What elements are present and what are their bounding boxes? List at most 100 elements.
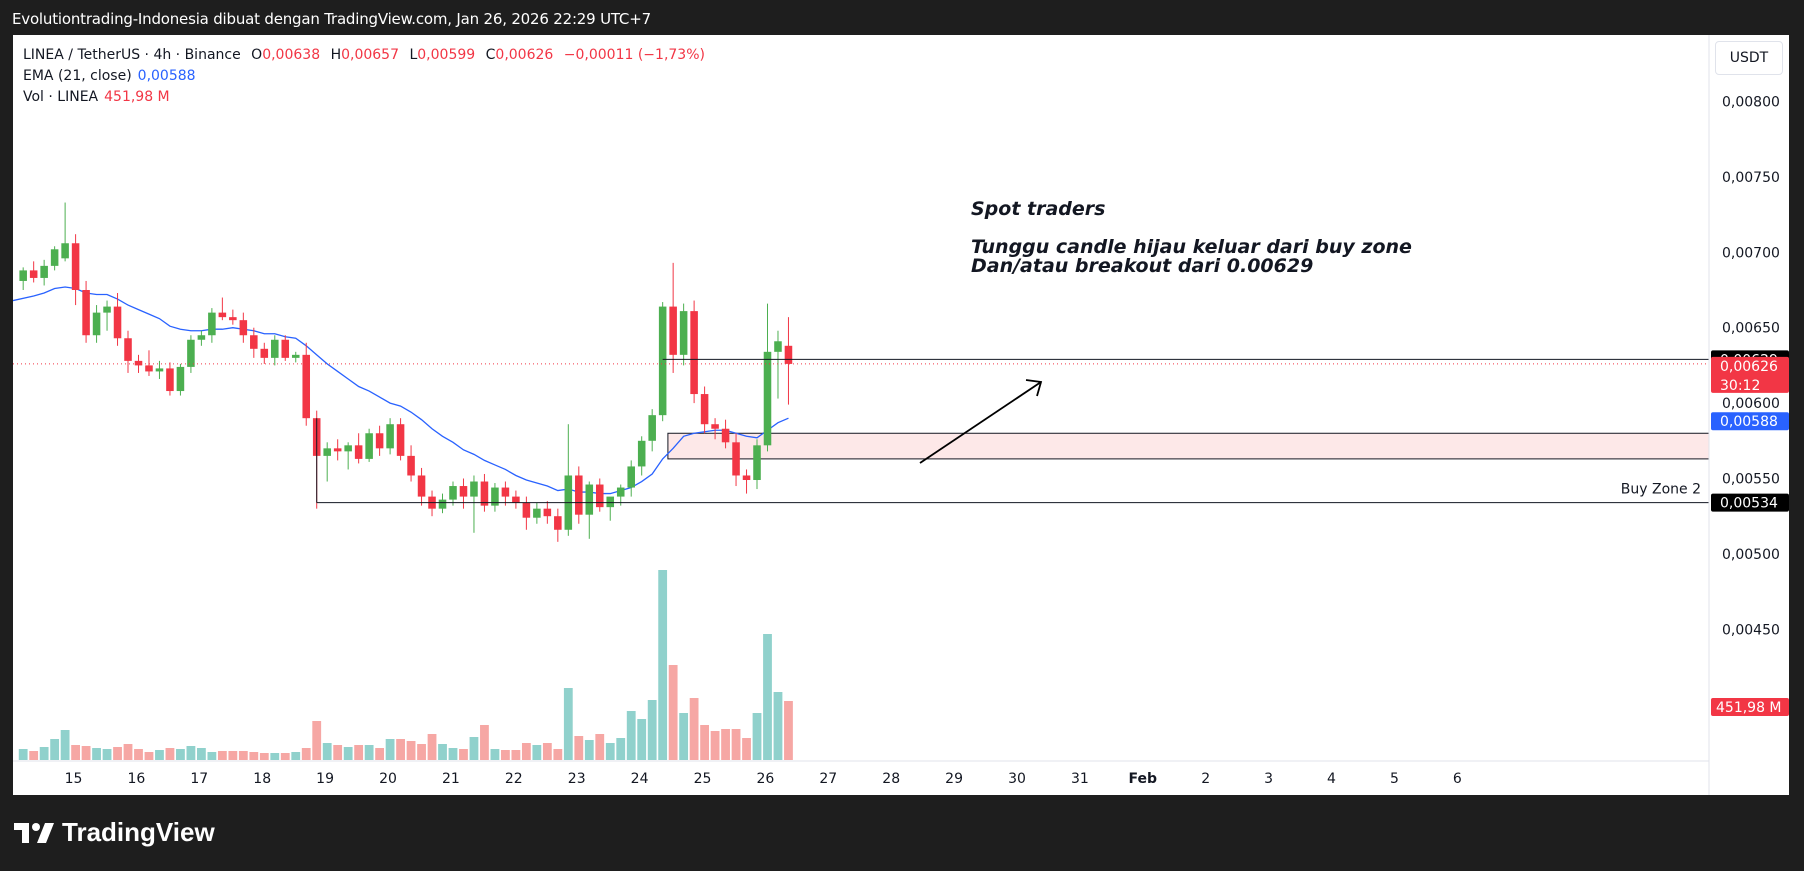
candle-body [774, 341, 782, 352]
candle [323, 442, 331, 482]
legend-symbol[interactable]: LINEA / TetherUS · 4h · Binance [23, 47, 241, 63]
buy-zone-price-tag-text: 0,00534 [1720, 496, 1778, 512]
volume-bar [18, 749, 28, 760]
x-axis-tick-label: 25 [694, 771, 712, 787]
legend-low-value: 0,00599 [417, 47, 476, 63]
candle [365, 428, 373, 462]
legend-close-value: 0,00626 [495, 47, 554, 63]
x-axis-tick-label: 16 [127, 771, 145, 787]
candle-body [302, 354, 311, 419]
candle [585, 481, 594, 539]
candle-body [742, 475, 751, 481]
candle [281, 335, 290, 361]
candle [606, 496, 615, 521]
candle [753, 439, 761, 490]
volume-bar [742, 738, 751, 760]
y-axis-tick-label: 0,00800 [1722, 95, 1780, 111]
tradingview-logo[interactable]: TradingView [14, 817, 215, 848]
legend-high-value: 0,00657 [341, 47, 399, 63]
candle-body [533, 508, 541, 518]
candle-body [522, 502, 531, 518]
candle [134, 354, 143, 373]
volume-bar [50, 739, 60, 760]
candle [533, 502, 541, 524]
volume-bar [301, 748, 311, 760]
candle-body [449, 486, 457, 500]
candle-body [616, 487, 625, 497]
annotation-line-2[interactable]: Dan/atau breakout dari 0.00629 [971, 255, 1314, 277]
annotation-line-1[interactable]: Tunggu candle hijau keluar dari buy zone [971, 236, 1412, 258]
candle [480, 473, 489, 512]
candle [438, 493, 447, 514]
volume-price-tag-bg [1711, 698, 1789, 716]
candle-body [103, 306, 111, 313]
candle-body [113, 306, 122, 339]
volume-bar [123, 744, 133, 760]
candle-body [271, 339, 279, 358]
candle [166, 362, 174, 396]
volume-bar [417, 744, 426, 760]
candle-body [690, 311, 698, 395]
legend-ema-row[interactable]: EMA (21, close) 0,00588 [23, 66, 705, 87]
candle-body [375, 433, 384, 449]
x-axis-tick-label: 24 [631, 771, 649, 787]
volume-bar [459, 749, 468, 760]
candle [732, 433, 740, 487]
legend-close-label: C [485, 47, 496, 63]
y-axis-tick-label: 0,00500 [1722, 547, 1780, 563]
candle-body [333, 448, 342, 452]
volume-bar [542, 743, 552, 760]
candle [113, 293, 122, 346]
volume-bar [364, 745, 374, 760]
last-price-tag-bg [1711, 356, 1789, 393]
ema-line [13, 286, 789, 495]
volume-bar [752, 713, 762, 760]
volume-bar [71, 745, 80, 760]
candle [145, 350, 153, 376]
candle [155, 360, 164, 379]
candle [344, 442, 352, 470]
candle-body [763, 351, 772, 446]
y-axis-tick-label: 0,00700 [1722, 245, 1780, 261]
x-axis-tick-label: 22 [505, 771, 523, 787]
candle-body [711, 424, 719, 429]
candle [690, 300, 698, 404]
volume-bar [228, 751, 238, 760]
price-chart[interactable]: Buy Zone 2 0,00800 0,00750 0,00700 0,00650 0… [13, 35, 1789, 795]
candle [554, 508, 562, 542]
candle [333, 439, 342, 461]
legend-volume-row[interactable]: Vol · LINEA 451,98 M [23, 87, 705, 108]
candle-body [19, 270, 27, 281]
candle-body [208, 312, 216, 336]
x-axis-tick-label: 4 [1327, 771, 1336, 787]
arrow-head [1025, 379, 1043, 397]
candle-body [753, 445, 761, 481]
candle-body [407, 455, 415, 476]
legend-change: −0,00011 (−1,73%) [563, 47, 705, 63]
last-price-tag: 0,00626 30:12 [1711, 356, 1789, 394]
candle [784, 317, 793, 405]
legend-low-label: L [409, 47, 418, 63]
volume-bar [563, 688, 573, 760]
ema-price-tag-text: 0,00588 [1720, 414, 1778, 430]
candle [595, 478, 604, 512]
candle [82, 280, 90, 343]
candle [449, 481, 457, 506]
candle [291, 351, 300, 363]
currency-selector[interactable]: USDT [1715, 41, 1783, 75]
x-axis-tick-label: 6 [1453, 771, 1462, 787]
volume-bar [490, 749, 500, 760]
candle-body [166, 368, 174, 392]
candle-body [229, 317, 237, 321]
candle [501, 481, 510, 506]
chart-frame[interactable]: Buy Zone 2 0,00800 0,00750 0,00700 0,00650 0… [13, 35, 1789, 795]
last-price-tag-text: 0,00626 [1720, 359, 1778, 375]
candle-body [627, 466, 635, 488]
candle-body [260, 348, 269, 358]
candle [396, 418, 405, 461]
buy-zone-price-tag: 0,00534 [1711, 493, 1789, 512]
annotation-title[interactable]: Spot traders [971, 198, 1106, 220]
candle [763, 303, 772, 452]
y-axis-tick-label: 0,00750 [1722, 170, 1780, 186]
volume-bar [354, 745, 364, 760]
